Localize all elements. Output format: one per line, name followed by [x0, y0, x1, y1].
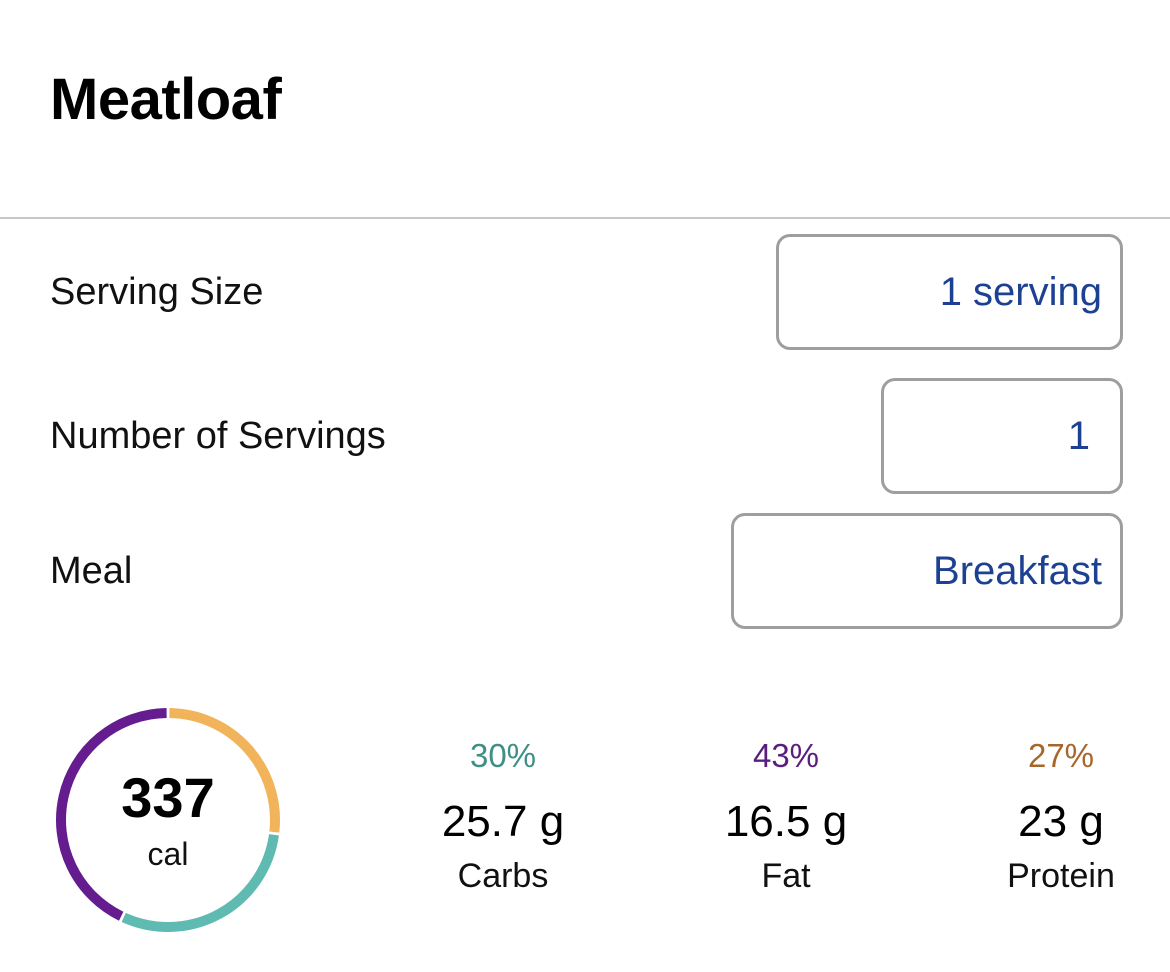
ring-segment-fat	[56, 708, 167, 921]
macro-protein: 27% 23 g Protein	[951, 736, 1170, 896]
calorie-value: 337	[121, 766, 215, 829]
calorie-ring: 337 cal	[50, 702, 286, 938]
food-header: Meatloaf	[0, 0, 1170, 218]
meal-value: Breakfast	[933, 549, 1102, 593]
ring-segment-protein	[169, 708, 280, 833]
meal-label: Meal	[50, 550, 133, 592]
serving-size-value: 1 serving	[939, 270, 1102, 314]
number-of-servings-row: Number of Servings 1	[0, 376, 1170, 494]
protein-grams: 23 g	[1018, 797, 1104, 846]
fat-percent: 43%	[752, 737, 820, 774]
serving-size-field[interactable]: 1 serving	[776, 234, 1123, 350]
number-of-servings-value: 1	[1067, 414, 1090, 458]
macro-ring-chart	[56, 708, 280, 932]
macro-carbs: 30% 25.7 g Carbs	[393, 736, 613, 896]
ring-segment-carbs	[121, 834, 279, 932]
macro-fat: 43% 16.5 g Fat	[676, 736, 896, 896]
number-of-servings-label: Number of Servings	[50, 415, 386, 457]
carbs-grams: 25.7 g	[441, 797, 565, 846]
fat-label: Fat	[761, 857, 811, 895]
serving-size-row: Serving Size 1 serving	[0, 232, 1170, 350]
calorie-unit: cal	[147, 836, 189, 872]
page-title: Meatloaf	[50, 67, 282, 132]
meal-row: Meal Breakfast	[0, 511, 1170, 629]
serving-size-label: Serving Size	[50, 271, 264, 313]
protein-percent: 27%	[1027, 737, 1095, 774]
fat-grams: 16.5 g	[724, 797, 848, 846]
protein-label: Protein	[1007, 857, 1115, 895]
header-divider	[0, 217, 1170, 219]
carbs-label: Carbs	[457, 857, 549, 895]
meal-field[interactable]: Breakfast	[731, 513, 1123, 629]
carbs-percent: 30%	[469, 737, 537, 774]
number-of-servings-field[interactable]: 1	[881, 378, 1123, 494]
